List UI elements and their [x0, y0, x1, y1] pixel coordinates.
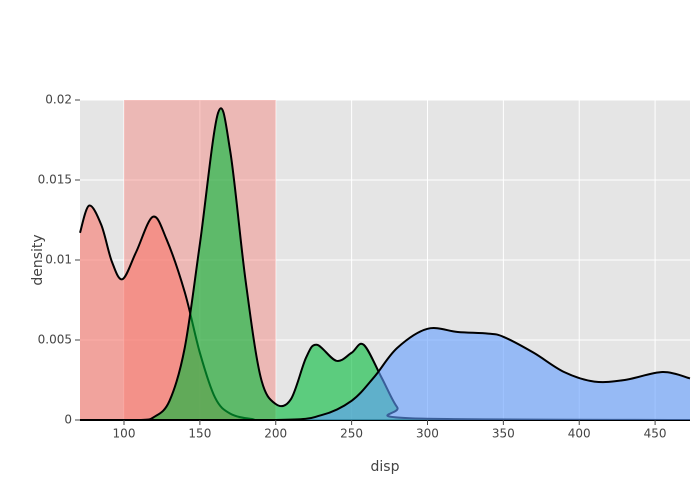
marks [79, 100, 691, 422]
density-area [80, 205, 690, 420]
x-tick-label: 100 [113, 427, 136, 441]
density-line [79, 327, 691, 422]
y-tick-label: 0.015 [38, 173, 72, 187]
density-area [80, 328, 690, 420]
x-tick-label: 250 [340, 427, 363, 441]
y-tick-label: 0 [64, 413, 72, 427]
x-axis-title: disp [371, 459, 400, 475]
y-tick-label: 0.01 [45, 253, 72, 267]
x-tick-label: 400 [568, 427, 591, 441]
x-tick-label: 200 [264, 427, 287, 441]
x-tick-label: 350 [492, 427, 515, 441]
y-axis-title: density [30, 234, 46, 285]
y-tick-label: 0.005 [38, 333, 72, 347]
x-tick-label: 450 [644, 427, 667, 441]
x-tick-label: 150 [188, 427, 211, 441]
x-tick-label: 300 [416, 427, 439, 441]
density-area [80, 108, 690, 420]
axes: 0 0.005 0.01 0.015 0.02 100 150 200 250 300 350 400… [38, 93, 667, 441]
y-tick-label: 0.02 [45, 93, 72, 107]
